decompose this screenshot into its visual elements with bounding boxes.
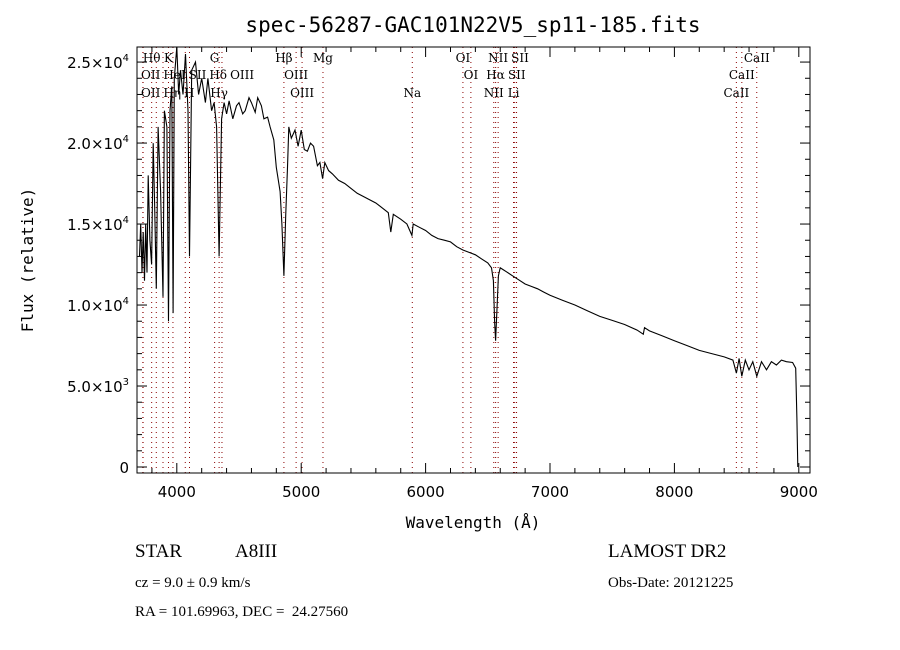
marker-label: OII [141, 86, 161, 100]
marker-label: CaII [744, 51, 770, 65]
y-tick-label: 2.0×104 [67, 134, 129, 153]
x-tick-label: 6000 [407, 483, 445, 501]
marker-label: Hβ [275, 51, 292, 65]
marker-label: OIII [290, 86, 314, 100]
y-tick-mantissa: 2.0×10 [67, 135, 123, 153]
y-tick-label: 1.0×104 [67, 296, 129, 315]
marker-label: NII [484, 86, 504, 100]
y-tick-mantissa: 2.5×10 [67, 54, 123, 72]
marker-label: CaII [723, 86, 749, 100]
marker-label: SII [511, 51, 529, 65]
y-tick-label: 5.0×103 [67, 377, 129, 396]
series-layer [138, 46, 799, 468]
x-tick-label: 8000 [655, 483, 693, 501]
y-axis-label: Flux (relative) [18, 188, 37, 333]
marker-label: CaII [729, 68, 755, 82]
y-tick-exponent: 3 [123, 377, 129, 388]
y-tick-exponent: 4 [123, 296, 129, 307]
marker-label: OIII [284, 68, 308, 82]
marker-label: NII [488, 51, 508, 65]
obs-date: Obs-Date: 20121225 [608, 575, 734, 591]
plot-frame [136, 46, 811, 474]
marker-label: Na [403, 86, 421, 100]
chart-title: spec-56287-GAC101N22V5_sp11-185.fits [245, 13, 700, 37]
marker-label: OI [456, 51, 471, 65]
x-axis-label: Wavelength (Å) [406, 513, 541, 532]
marker-label: Hδ [209, 68, 227, 82]
x-tick-label: 9000 [780, 483, 818, 501]
marker-label: G [210, 51, 220, 65]
marker-label: K [164, 51, 174, 65]
y-tick-label: 1.5×104 [67, 215, 129, 234]
x-tick-label: 4000 [158, 483, 196, 501]
subclass: A8III [235, 541, 278, 562]
marker-label: OII [141, 68, 161, 82]
spectrum-line [138, 46, 799, 468]
axes: 4000 5000 6000 7000 8000 900005.0×1031.0×1041… [67, 47, 818, 501]
y-tick-label: 2.5×104 [67, 53, 129, 72]
y-tick-exponent: 4 [123, 53, 129, 64]
y-tick-mantissa: 1.0×10 [67, 297, 123, 315]
y-tick-exponent: 4 [123, 134, 129, 145]
y-tick-mantissa: 0 [119, 459, 129, 477]
marker-label: Li [508, 86, 520, 100]
y-tick-label: 0 [119, 459, 129, 477]
object-class: STAR [135, 541, 183, 562]
survey-name: LAMOST DR2 [608, 541, 727, 562]
y-tick-exponent: 4 [123, 215, 129, 226]
x-tick-label: 7000 [531, 483, 569, 501]
line-markers: OIIOIIHθHηHeIKHSIIHδGHγOIIIHβOIIIOIIIMgN… [141, 47, 770, 473]
marker-label: Mg [313, 51, 333, 65]
marker-label: Hθ [143, 51, 161, 65]
redshift: cz = 9.0 ± 0.9 km/s [135, 575, 251, 591]
marker-label: Hα [486, 68, 505, 82]
y-tick-mantissa: 5.0×10 [67, 378, 123, 396]
y-tick-mantissa: 1.5×10 [67, 216, 123, 234]
marker-label: Hγ [210, 86, 228, 100]
coordinates: RA = 101.69963, DEC = 24.27560 [135, 604, 349, 620]
marker-label: SII [508, 68, 526, 82]
marker-label: OI [464, 68, 479, 82]
marker-label: OIII [230, 68, 254, 82]
x-tick-label: 5000 [282, 483, 320, 501]
